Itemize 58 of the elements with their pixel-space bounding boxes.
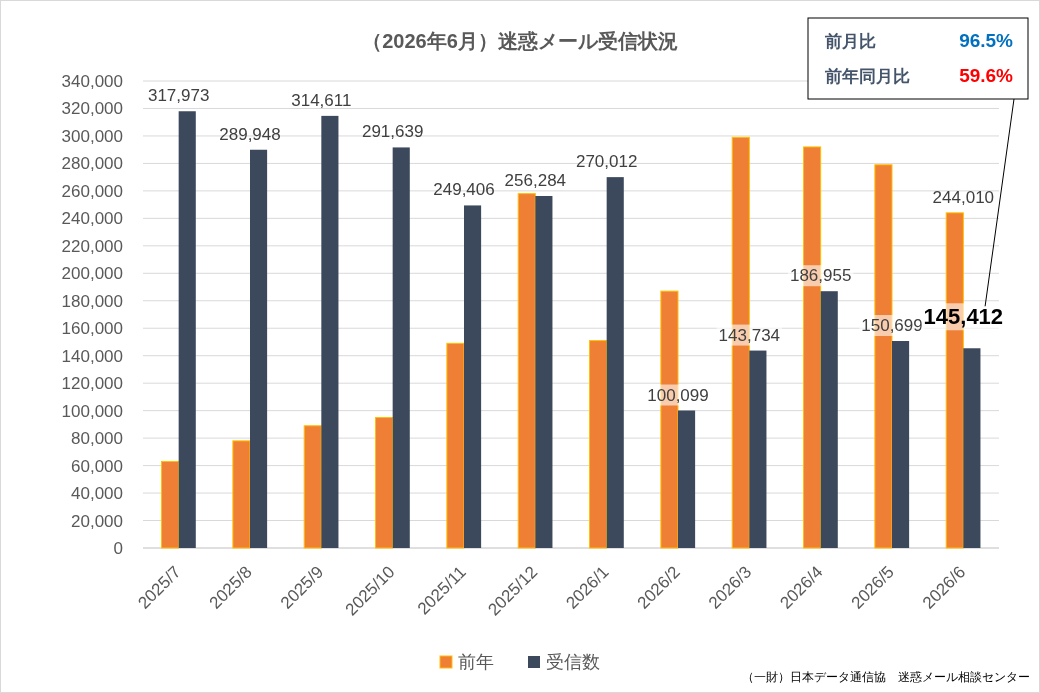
data-label: 291,639 xyxy=(361,122,424,142)
data-label: 186,955 xyxy=(789,266,852,286)
text: 96.5% xyxy=(959,30,1014,51)
y-tick-label: 100,000 xyxy=(61,401,123,421)
y-tick-label: 80,000 xyxy=(71,429,123,449)
data-label: 100,099 xyxy=(647,385,709,405)
bar xyxy=(589,340,608,549)
bar xyxy=(250,149,268,548)
y-tick-label: 160,000 xyxy=(61,319,123,339)
bar xyxy=(517,193,536,549)
annotation: 59.6% xyxy=(959,65,1014,86)
data-label: 317,973 xyxy=(147,86,210,106)
bar xyxy=(392,147,410,548)
bar xyxy=(375,417,394,549)
y-tick-label: 340,000 xyxy=(61,72,123,91)
y-tick-label: 120,000 xyxy=(61,374,123,394)
y-tick-label: 220,000 xyxy=(61,236,123,256)
y-tick-label: 40,000 xyxy=(71,484,123,504)
legend-label: 前年 xyxy=(458,652,494,672)
y-tick-label: 320,000 xyxy=(61,99,123,119)
data-label: 143,734 xyxy=(718,325,781,345)
bar xyxy=(963,348,981,548)
y-tick-label: 240,000 xyxy=(61,209,123,229)
bar xyxy=(464,205,482,548)
y-tick-label: 20,000 xyxy=(71,511,123,531)
data-label: 289,948 xyxy=(219,124,281,144)
bar xyxy=(178,111,196,548)
bar xyxy=(303,425,322,549)
data-label: 256,284 xyxy=(504,170,567,190)
bar xyxy=(820,291,838,548)
bar xyxy=(446,342,465,549)
bar xyxy=(678,410,696,548)
y-tick-label: 280,000 xyxy=(61,154,123,174)
data-label: 249,406 xyxy=(433,180,495,200)
bar xyxy=(606,177,624,548)
bar xyxy=(232,440,251,549)
bar xyxy=(535,195,553,548)
data-label: 150,699 xyxy=(861,316,923,336)
legend-label: 受信数 xyxy=(546,652,600,672)
bar xyxy=(161,460,180,549)
y-tick-label: 200,000 xyxy=(61,264,123,284)
y-tick-label: 140,000 xyxy=(61,346,123,366)
data-label: 314,611 xyxy=(291,90,352,110)
data-label: 244,010 xyxy=(932,187,995,207)
bar xyxy=(321,115,339,548)
text: （一財）日本データ通信協 迷惑メール相談センター xyxy=(742,671,1030,684)
chart-title: （2026年6月）迷惑メール受信状況 xyxy=(362,30,678,52)
annotation: 前年同月比 xyxy=(824,67,910,86)
y-tick-label: 300,000 xyxy=(61,126,123,146)
bar xyxy=(749,350,767,548)
y-tick-label: 0 xyxy=(113,539,123,558)
data-label: 270,012 xyxy=(575,152,638,172)
y-tick-label: 180,000 xyxy=(61,291,123,311)
y-tick-label: 260,000 xyxy=(61,181,123,201)
text: 前月比 xyxy=(824,32,876,51)
y-tick-label: 60,000 xyxy=(71,456,123,476)
data-label: 145,412 xyxy=(923,304,1004,330)
bar xyxy=(892,341,910,548)
